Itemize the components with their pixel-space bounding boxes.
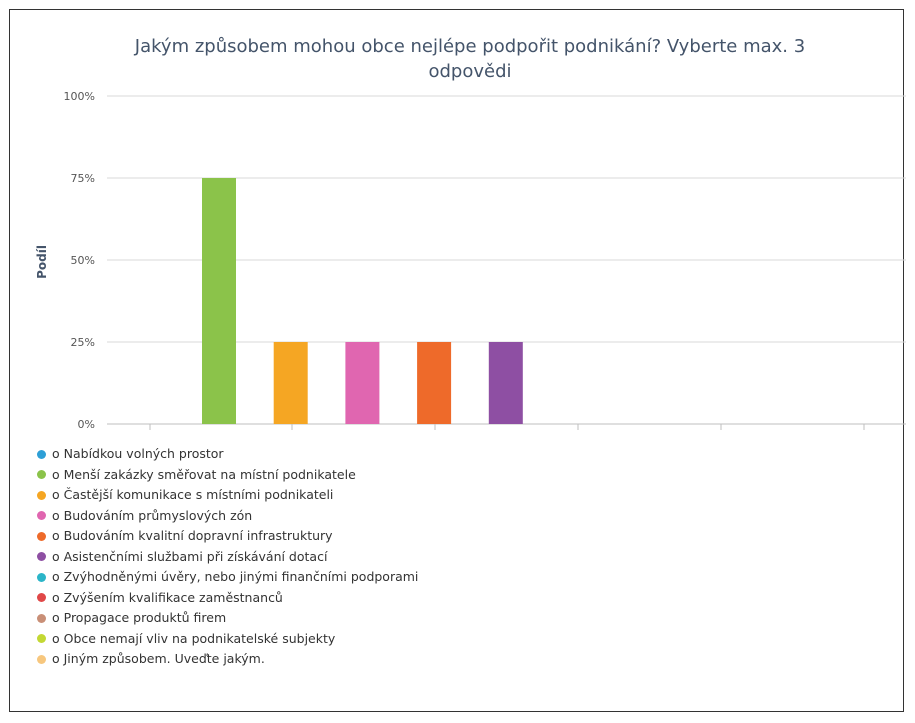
x-axis-ticks	[149, 424, 865, 430]
legend-item: o Budováním kvalitní dopravní infrastruk…	[37, 526, 418, 547]
legend-label: o Menší zakázky směřovat na místní podni…	[52, 466, 356, 482]
grid	[107, 95, 906, 425]
y-tick-label: 100%	[64, 90, 95, 103]
chart-frame	[9, 9, 904, 712]
bar	[202, 178, 236, 424]
legend-item: o Častější komunikace s místními podnika…	[37, 485, 418, 506]
bar	[417, 342, 452, 424]
bar	[345, 342, 380, 424]
legend-item: o Nabídkou volných prostor	[37, 444, 418, 465]
legend-item: o Propagace produktů firem	[37, 608, 418, 629]
legend-marker-icon	[37, 490, 46, 500]
bar	[488, 342, 523, 424]
legend: o Nabídkou volných prostor o Menší zakázk…	[37, 444, 418, 670]
legend-label: o Zvýhodněnými úvěry, nebo jinými finanč…	[52, 569, 419, 584]
chart-title: Jakým způsobem mohou obce nejlépe podpoř…	[134, 36, 805, 82]
legend-label: o Propagace produktů firem	[52, 610, 227, 625]
y-axis-label: Podíl	[35, 245, 49, 279]
legend-label: o Budováním kvalitní dopravní infrastruk…	[52, 528, 333, 543]
chart-title-line: odpovědi	[428, 61, 511, 82]
legend-item: o Asistenčními službami při získávání do…	[37, 547, 418, 568]
legend-marker-icon	[37, 531, 46, 541]
y-tick-label: 50%	[71, 254, 95, 267]
legend-label: o Častější komunikace s místními podnika…	[52, 487, 334, 502]
legend-marker-icon	[37, 470, 46, 480]
legend-marker-icon	[37, 593, 46, 603]
legend-item: o Obce nemají vliv na podnikatelské subj…	[37, 629, 418, 650]
legend-label: o Zvýšením kvalifikace zaměstnanců	[52, 589, 283, 605]
legend-label: o Obce nemají vliv na podnikatelské subj…	[52, 630, 336, 646]
legend-marker-icon	[37, 572, 46, 582]
legend-label: o Nabídkou volných prostor	[52, 446, 224, 461]
bar	[273, 342, 308, 424]
legend-marker-icon	[37, 634, 46, 644]
y-axis-ticks: 0% 25% 50% 75% 100%	[64, 90, 95, 431]
y-tick-label: 0%	[78, 418, 95, 431]
legend-marker-icon	[37, 613, 46, 623]
bars	[202, 178, 523, 424]
legend-label: o Jiným způsobem. Uveďte jakým.	[52, 651, 265, 666]
legend-marker-icon	[37, 654, 46, 664]
legend-label: o Asistenčními službami při získávání do…	[52, 548, 328, 564]
legend-marker-icon	[37, 449, 46, 459]
legend-item: o Budováním průmyslových zón	[37, 506, 418, 527]
chart-title-line: Jakým způsobem mohou obce nejlépe podpoř…	[134, 36, 805, 57]
legend-item: o Zvýhodněnými úvěry, nebo jinými finanč…	[37, 567, 418, 588]
legend-marker-icon	[37, 511, 46, 521]
y-tick-label: 75%	[71, 172, 95, 185]
legend-item: o Jiným způsobem. Uveďte jakým.	[37, 649, 418, 670]
legend-item: o Zvýšením kvalifikace zaměstnanců	[37, 588, 418, 609]
y-tick-label: 25%	[71, 336, 95, 349]
legend-marker-icon	[37, 552, 46, 562]
legend-label: o Budováním průmyslových zón	[52, 507, 253, 523]
legend-item: o Menší zakázky směřovat na místní podni…	[37, 465, 418, 486]
